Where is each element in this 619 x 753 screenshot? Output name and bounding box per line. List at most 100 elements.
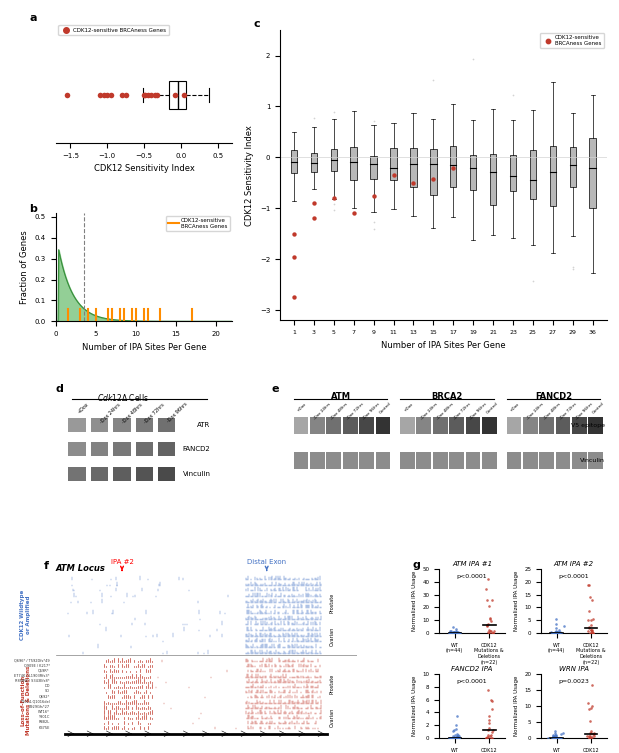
Bar [530, 150, 536, 199]
Point [369, 190, 379, 202]
Point [583, 625, 593, 637]
Point [446, 732, 456, 744]
Text: SD: SD [45, 690, 50, 694]
Point [548, 731, 558, 743]
Text: ATM Locus: ATM Locus [56, 564, 106, 573]
Point [550, 730, 560, 742]
FancyBboxPatch shape [343, 452, 358, 469]
Point [483, 684, 493, 697]
Point [550, 626, 560, 639]
Text: -Dox 24hrs: -Dox 24hrs [526, 402, 545, 420]
FancyBboxPatch shape [359, 452, 374, 469]
Point [446, 626, 456, 639]
Point [552, 626, 562, 639]
FancyBboxPatch shape [417, 417, 431, 434]
Point [452, 732, 462, 744]
Point [329, 192, 339, 204]
Point [508, 90, 518, 102]
Point [451, 732, 461, 744]
Point [587, 626, 597, 638]
Point [551, 613, 561, 625]
Text: Distal Exon: Distal Exon [247, 559, 286, 571]
Text: p=0.0023: p=0.0023 [558, 678, 589, 684]
FancyBboxPatch shape [556, 452, 571, 469]
Point [449, 732, 459, 744]
Point [483, 729, 493, 741]
Point [550, 732, 560, 744]
Point [584, 732, 594, 744]
FancyBboxPatch shape [293, 452, 308, 469]
Point [449, 732, 459, 744]
Text: -Dox 48hrs: -Dox 48hrs [436, 402, 455, 420]
Point [589, 728, 599, 740]
Point [452, 626, 462, 638]
Point [454, 626, 464, 639]
Text: E774K / L1903Rfs3*: E774K / L1903Rfs3* [14, 674, 50, 678]
Point [482, 594, 492, 606]
Point [452, 626, 462, 639]
Point [589, 727, 599, 739]
Point [450, 732, 460, 744]
Text: -Dox 24hrs: -Dox 24hrs [313, 402, 332, 420]
Point [449, 626, 459, 639]
FancyBboxPatch shape [400, 452, 415, 469]
Point [139, 89, 149, 101]
Text: +Dox: +Dox [509, 402, 521, 413]
Point [446, 732, 456, 744]
Point [453, 732, 463, 744]
Text: Q692*: Q692* [38, 694, 50, 699]
Point [584, 697, 594, 709]
Point [550, 626, 560, 639]
Point [452, 709, 462, 721]
Point [550, 727, 560, 739]
Point [586, 620, 595, 632]
Point [551, 731, 561, 743]
Point [450, 626, 460, 639]
Y-axis label: Normalized IPA Usage: Normalized IPA Usage [412, 676, 417, 736]
Point [552, 626, 561, 639]
Point [552, 732, 561, 744]
FancyBboxPatch shape [113, 418, 131, 432]
Point [586, 624, 595, 636]
Text: p<0.0001: p<0.0001 [457, 678, 487, 684]
Text: R882L: R882L [38, 721, 50, 724]
FancyBboxPatch shape [449, 417, 464, 434]
Bar [450, 146, 456, 187]
Point [121, 89, 131, 101]
Point [170, 89, 180, 101]
Point [552, 626, 562, 639]
X-axis label: CDK12 Sensitivity Index: CDK12 Sensitivity Index [93, 164, 194, 173]
Point [454, 626, 464, 639]
Point [587, 700, 597, 712]
Point [584, 703, 594, 715]
Point [445, 732, 455, 744]
Point [446, 732, 456, 744]
Point [453, 731, 463, 743]
Text: Prostate: Prostate [330, 593, 335, 613]
FancyBboxPatch shape [136, 442, 153, 456]
Text: BRCA2: BRCA2 [431, 392, 462, 401]
Point [547, 626, 556, 638]
Text: b: b [29, 204, 37, 214]
Point [454, 729, 464, 741]
Point [309, 212, 319, 224]
Point [483, 665, 493, 677]
Y-axis label: Normalized IPA Usage: Normalized IPA Usage [514, 571, 519, 631]
Point [551, 617, 561, 630]
Point [552, 626, 562, 639]
Point [556, 732, 566, 744]
Point [587, 679, 597, 691]
Text: FANCD2: FANCD2 [183, 446, 210, 452]
Point [141, 89, 150, 101]
FancyBboxPatch shape [539, 417, 554, 434]
Point [587, 623, 597, 636]
Point [554, 624, 564, 636]
FancyBboxPatch shape [482, 452, 496, 469]
Point [448, 626, 457, 639]
Point [289, 227, 299, 239]
Point [482, 732, 491, 744]
Y-axis label: Normalized IPA Usage: Normalized IPA Usage [412, 571, 417, 631]
Point [452, 626, 462, 639]
Point [487, 615, 496, 627]
Point [451, 626, 461, 639]
